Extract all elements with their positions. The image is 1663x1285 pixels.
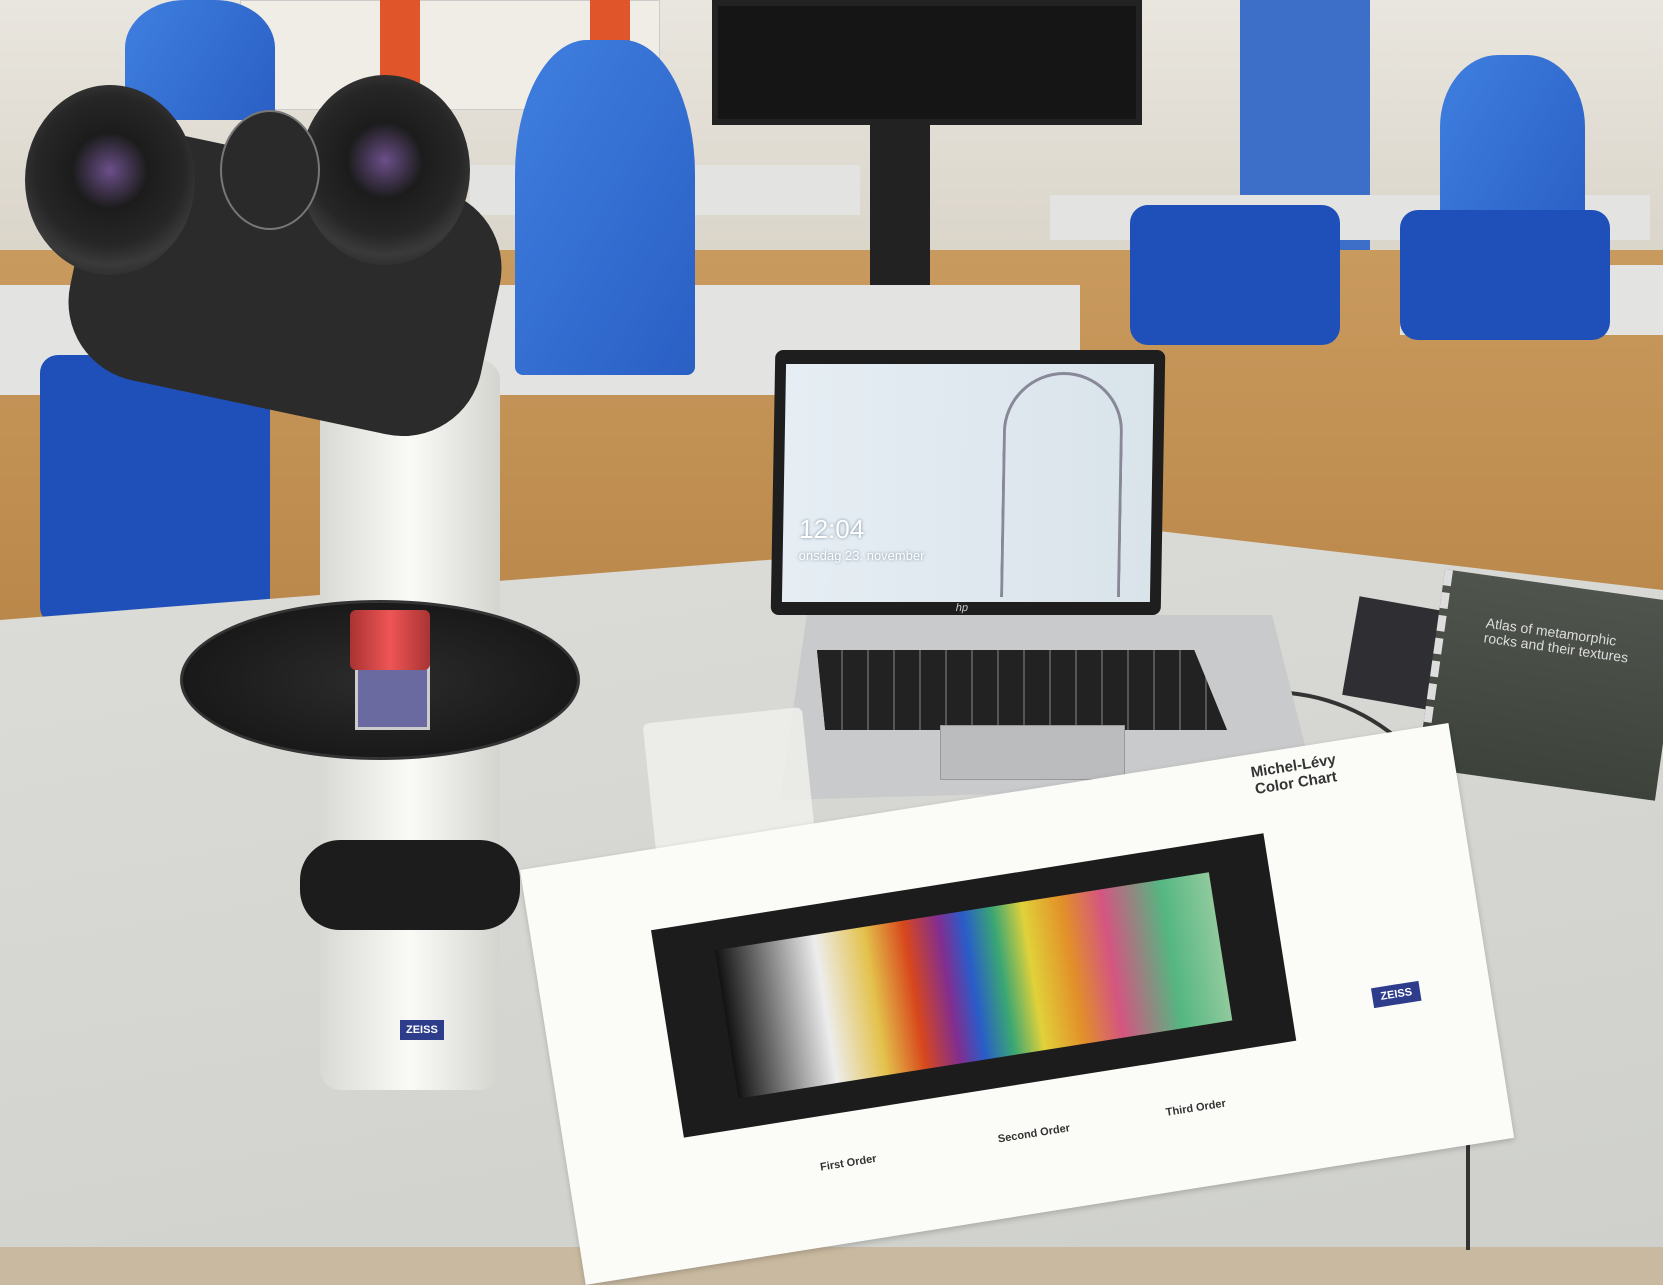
chart-band: [651, 833, 1297, 1138]
hp-logo: hp: [955, 602, 969, 614]
diopter-dial[interactable]: [220, 110, 320, 230]
order-label: First Order: [819, 1152, 878, 1174]
lock-screen-date: onsdag 23. november: [798, 548, 925, 563]
order-label: Second Order: [997, 1122, 1071, 1146]
laptop-screen: 12:04 onsdag 23. november hp: [770, 350, 1166, 615]
eyepiece-left: [25, 85, 195, 275]
laptop-touchpad: [940, 725, 1125, 780]
blue-chair: [1400, 210, 1610, 340]
objective-lens: [350, 610, 430, 670]
chart-title: Michel-Lévy Color Chart: [1249, 751, 1339, 798]
order-label: Third Order: [1165, 1097, 1227, 1119]
microscope-dust-cover: [1440, 55, 1585, 235]
eyepiece-right: [300, 75, 470, 265]
condenser[interactable]: [300, 840, 520, 930]
microscope-zeiss-logo: ZEISS: [400, 1020, 444, 1040]
interference-colors: [714, 872, 1233, 1099]
laptop-keyboard: [817, 650, 1227, 730]
thin-section-slide: [355, 665, 430, 730]
lock-screen-time: 12:04: [798, 514, 865, 544]
tv-stand: [870, 125, 930, 285]
microscope-dust-cover: [515, 40, 695, 375]
book-title: Atlas of metamorphic rocks and their tex…: [1482, 614, 1630, 666]
lock-screen-wallpaper: [1000, 372, 1124, 597]
tv-monitor: [712, 0, 1142, 125]
lock-screen[interactable]: 12:04 onsdag 23. november: [781, 364, 1155, 602]
zeiss-logo: ZEISS: [1371, 980, 1422, 1009]
blue-chair: [1130, 205, 1340, 345]
